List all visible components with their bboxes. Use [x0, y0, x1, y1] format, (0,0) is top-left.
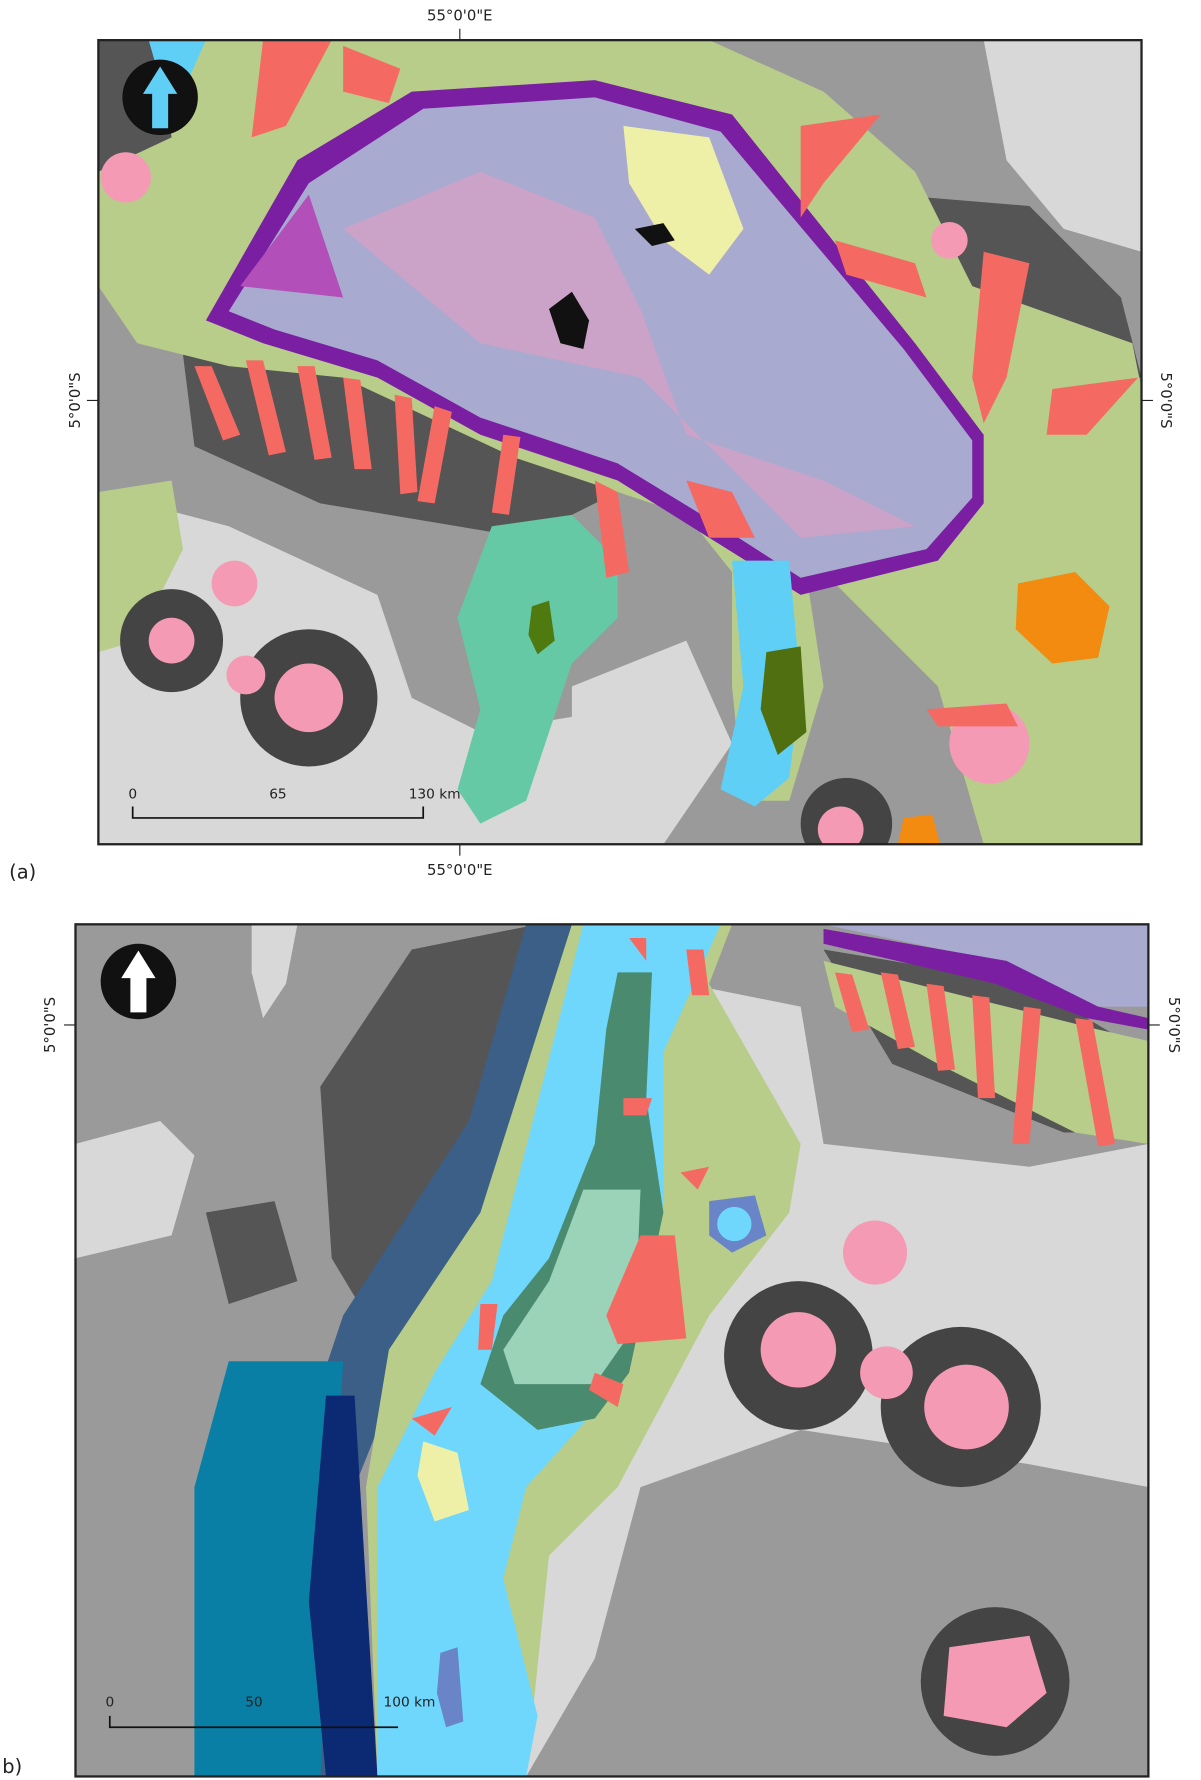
north-arrow — [122, 60, 197, 135]
figure: 55°0'0"E 55°0'0"E 5°0'0"S 5°0'0"S 0 65 1… — [0, 0, 1201, 1780]
north-arrow — [101, 944, 176, 1019]
scale-label: 0 — [105, 1695, 114, 1711]
scale-label: 50 — [245, 1695, 262, 1711]
scale-label: 100 km — [384, 1695, 436, 1711]
map-a — [98, 40, 1141, 869]
scale-label: 0 — [128, 786, 137, 802]
map-b — [75, 924, 1148, 1776]
right-coordinate: 5°0'0"S — [1165, 997, 1183, 1053]
scale-label: 65 — [269, 786, 286, 802]
bottom-coordinate: 55°0'0"E — [427, 861, 493, 879]
page: {"panels":[ {"label":"(a)","top_label":"… — [0, 0, 1201, 1780]
panel-label: b) — [2, 1755, 22, 1778]
top-coordinate: 55°0'0"E — [427, 7, 493, 25]
left-coordinate: 5°0'0"S — [41, 997, 59, 1053]
right-coordinate: 5°0'0"S — [1157, 372, 1175, 428]
left-coordinate: 5°0'0"S — [66, 372, 84, 428]
panel-label: (a) — [9, 861, 36, 884]
scale-label: 130 km — [409, 786, 461, 802]
